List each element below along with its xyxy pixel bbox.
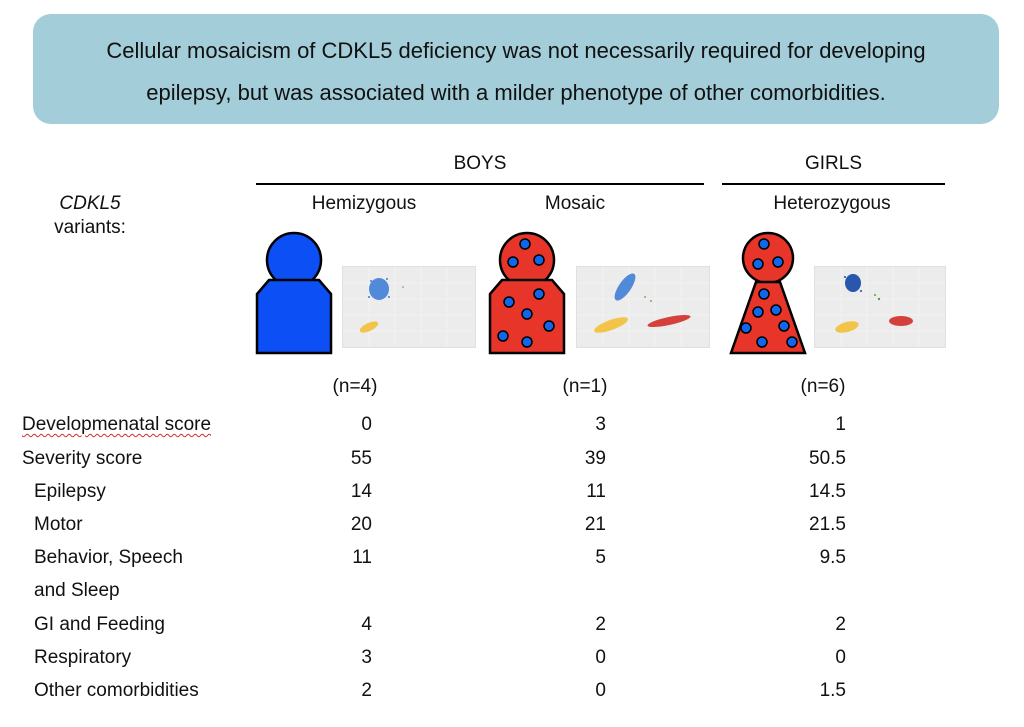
row-6-value-heterozygous: 2 [835,614,846,635]
row-8-value-hemizygous: 2 [361,680,372,701]
row-7-value-heterozygous: 0 [835,647,846,668]
row-6-value-hemizygous: 4 [361,614,372,635]
boys-header-rule [256,183,704,185]
row-label-severity-score: Severity score [22,448,143,469]
row-1-value-hemizygous: 55 [350,448,372,469]
n-count-heterozygous: (n=6) [800,376,846,397]
gene-name: CDKL5 [59,193,121,214]
row-8-value-mosaic: 0 [595,680,606,701]
row-2-value-hemizygous: 14 [350,481,372,502]
variants-label: variants: [54,217,126,238]
row-7-value-hemizygous: 3 [361,647,372,668]
row-0-value-heterozygous: 1 [835,414,846,435]
row-4-value-heterozygous: 9.5 [819,547,846,568]
row-0-value-hemizygous: 0 [361,414,372,435]
girls-header: GIRLS [804,153,863,174]
row-6-value-mosaic: 2 [595,614,606,635]
row-label-respiratory: Respiratory [34,647,132,668]
row-2-value-mosaic: 11 [586,481,606,502]
row-8-value-heterozygous: 1.5 [819,680,846,701]
row-label-gi-feeding: GI and Feeding [34,614,165,635]
banner-line-1: Cellular mosaicism of CDKL5 deficiency w… [106,38,926,63]
column-label-hemizygous: Hemizygous [311,193,417,214]
row-2-value-heterozygous: 14.5 [809,481,846,502]
row-label-developmental-score: Developmenatal score [22,414,212,435]
row-label-epilepsy: Epilepsy [34,481,106,502]
row-4-value-hemizygous: 11 [352,547,372,568]
person-icon-hemizygous [255,231,333,355]
column-label-heterozygous: Heterozygous [773,193,891,214]
boys-header: BOYS [453,153,507,174]
row-0-value-mosaic: 3 [595,414,606,435]
summary-banner: Cellular mosaicism of CDKL5 deficiency w… [33,14,999,124]
n-count-mosaic: (n=1) [562,376,608,397]
row-label-and-sleep: and Sleep [34,580,120,601]
row-3-value-mosaic: 21 [584,514,606,535]
row-1-value-mosaic: 39 [584,448,606,469]
row-label-behavior-speech: Behavior, Speech [34,547,183,568]
scatter-plot-mosaic [576,266,710,348]
row-label-other-comorbidities: Other comorbidities [34,680,199,701]
row-3-value-hemizygous: 20 [350,514,372,535]
scatter-plot-heterozygous [814,266,946,348]
column-label-mosaic: Mosaic [544,193,606,214]
scatter-plot-hemizygous [342,266,476,348]
n-count-hemizygous: (n=4) [332,376,378,397]
row-3-value-heterozygous: 21.5 [809,514,846,535]
girls-header-rule [722,183,945,185]
row-1-value-heterozygous: 50.5 [809,448,846,469]
person-icon-heterozygous [729,231,807,355]
person-icon-mosaic [488,231,566,355]
row-label-motor: Motor [34,514,83,535]
row-4-value-mosaic: 5 [595,547,606,568]
row-7-value-mosaic: 0 [595,647,606,668]
banner-line-2: epilepsy, but was associated with a mild… [146,80,886,105]
